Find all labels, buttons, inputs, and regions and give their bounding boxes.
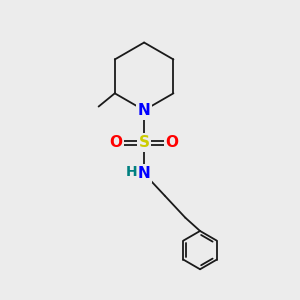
Text: H: H [126,165,138,179]
Text: O: O [166,135,178,150]
Text: S: S [139,135,150,150]
Text: N: N [138,166,151,181]
Text: O: O [110,135,123,150]
Text: N: N [138,103,151,118]
